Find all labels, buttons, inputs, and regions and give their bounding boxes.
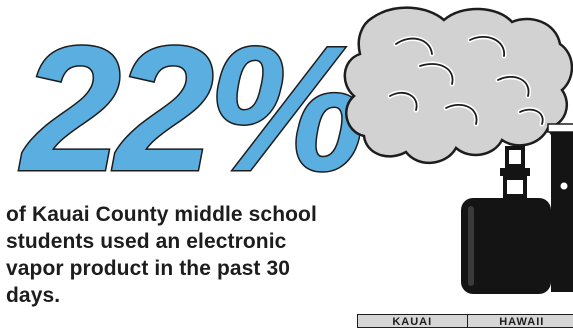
table-header-hawaii: HAWAII	[467, 315, 573, 327]
box-mod-vape-icon	[461, 146, 551, 294]
vape-pen-icon	[548, 124, 573, 292]
table-header-kauai: KAUAI	[358, 315, 467, 327]
comparison-table-header: KAUAI HAWAII	[357, 314, 573, 328]
vapor-cloud-icon	[345, 8, 572, 163]
